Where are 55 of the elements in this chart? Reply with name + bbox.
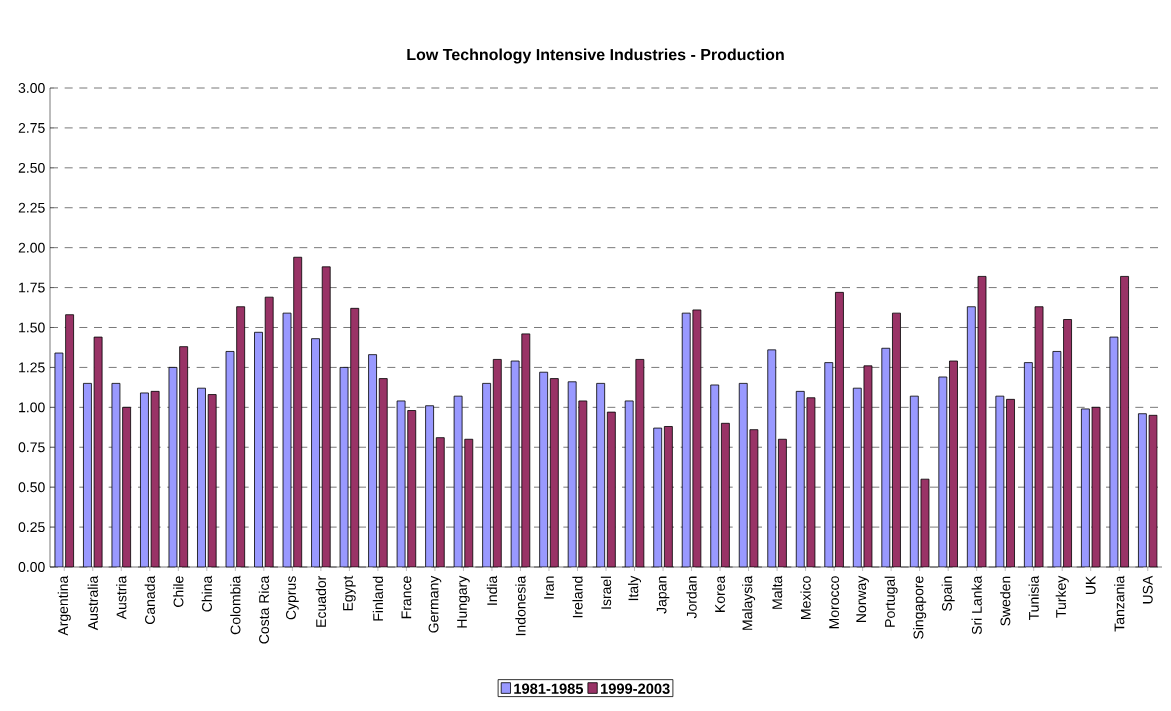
x-tick-label: France <box>401 576 412 619</box>
x-tick-label: Malta <box>771 575 783 609</box>
x-tick-label: Ecuador <box>315 575 327 627</box>
legend-label: 1981-1985 <box>514 683 584 694</box>
y-tick-label: 0.75 <box>18 442 45 453</box>
x-tick-label: Colombia <box>230 575 241 635</box>
y-tick-label: 1.75 <box>19 282 45 293</box>
x-tick-label: Jordan <box>686 576 697 619</box>
x-tick-label: Sweden <box>1000 576 1011 626</box>
x-tick-label: Argentina <box>57 575 71 636</box>
x-tick-label: Italy <box>628 575 642 601</box>
y-tick-label: 0.50 <box>18 482 45 493</box>
x-tick-label: Austria <box>116 575 127 620</box>
x-tick-label: Spain <box>941 576 955 611</box>
y-tick-label: 2.50 <box>18 162 45 173</box>
x-tick-label: USA <box>1142 575 1153 604</box>
x-tick-label: Chile <box>173 576 184 607</box>
x-tick-label: Norway <box>856 575 869 623</box>
x-tick-label: Tanzania <box>1114 575 1125 632</box>
y-tick-label: 3.00 <box>18 83 45 93</box>
y-tick-label: 2.75 <box>18 122 45 133</box>
x-tick-label: Sri Lanka <box>971 575 982 635</box>
x-tick-label: Australia <box>87 575 98 631</box>
y-tick-label: 2.25 <box>18 202 45 213</box>
x-tick-label: Canada <box>144 575 155 625</box>
x-tick-label: Germany <box>428 575 442 633</box>
x-tick-label: Portugal <box>884 576 898 627</box>
x-tick-label: Korea <box>715 575 725 612</box>
x-tick-label: Finland <box>372 576 384 621</box>
x-tick-label: China <box>201 575 212 612</box>
x-tick-label: Singapore <box>913 576 927 639</box>
x-tick-label: Egypt <box>343 575 356 611</box>
x-tick-label: India <box>486 575 498 605</box>
x-tick-label: Israel <box>600 576 612 609</box>
x-tick-label: Japan <box>656 576 670 614</box>
x-tick-label: Malaysia <box>742 575 756 630</box>
x-tick-label: Turkey <box>1055 575 1069 618</box>
x-tick-label: Tunisia <box>1028 575 1039 621</box>
y-tick-label: 2.00 <box>18 242 45 253</box>
y-tick-label: 1.25 <box>19 362 45 373</box>
y-tick-label: 0.00 <box>18 562 45 572</box>
x-tick-label: UK <box>1085 575 1096 595</box>
x-tick-label: Costa Rica <box>258 575 269 644</box>
y-tick-label: 0.25 <box>18 522 45 533</box>
x-tick-label: Hungary <box>457 575 470 628</box>
x-tick-label: Ireland <box>572 576 583 618</box>
chart-title: Low Technology Intensive Industries - Production <box>407 48 784 64</box>
x-tick-label: Mexico <box>800 576 811 619</box>
x-tick-label: Cyprus <box>286 576 299 620</box>
x-tick-label: Morocco <box>829 576 839 629</box>
y-tick-label: 1.50 <box>19 322 45 333</box>
x-tick-label: Iran <box>544 576 554 599</box>
y-tick-label: 1.00 <box>19 402 45 413</box>
legend-label: 1999-2003 <box>601 683 670 694</box>
x-tick-label: Indonesia <box>515 575 526 636</box>
